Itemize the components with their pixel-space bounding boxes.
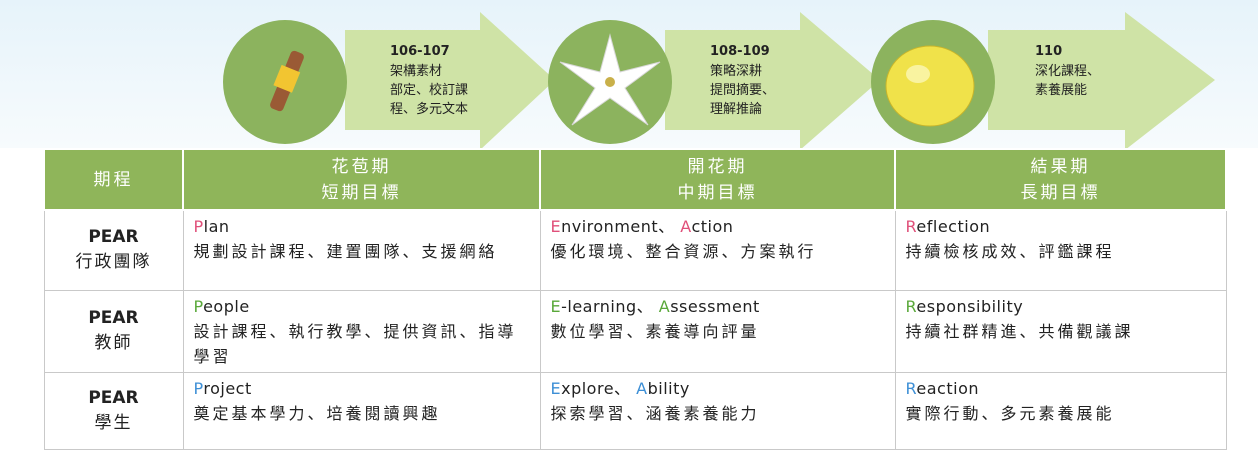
table-cell: People 設計課程、執行教學、提供資訊、指導學習 <box>182 289 541 373</box>
phase: 開花期 <box>687 156 748 177</box>
row-header: PEAR 教師 <box>43 289 184 373</box>
table-cell: Plan 規劃設計課程、建置團隊、支援網絡 <box>182 209 541 291</box>
header-label: 期程 <box>43 148 184 211</box>
cell-zh: 設計課程、執行教學、提供資訊、指導學習 <box>193 321 517 366</box>
arrow <box>988 12 1215 148</box>
table-row: PEAR 教師 People 設計課程、執行教學、提供資訊、指導學習 E-learnin… <box>43 289 1227 373</box>
row-role: 行政團隊 <box>75 252 152 273</box>
cell-zh: 探索學習、涵養素養能力 <box>550 403 760 423</box>
table-cell: Environment、 Action 優化環境、整合資源、方案執行 <box>539 209 896 291</box>
cell-zh: 規劃設計課程、建置團隊、支援網絡 <box>193 242 498 261</box>
cell-en: Reflection <box>905 217 991 236</box>
row-role: 學生 <box>94 412 133 433</box>
table-cell: Project 奠定基本學力、培養閱讀興趣 <box>182 371 541 450</box>
table-cell: Responsibility 持續社群精進、共備觀議課 <box>894 289 1227 373</box>
arrow <box>345 12 555 148</box>
phase: 花苞期 <box>331 156 392 177</box>
cell-en: Project <box>193 378 252 398</box>
bud-icon <box>270 50 304 112</box>
cell-en: Explore、 Ability <box>550 378 690 398</box>
table-cell: Reaction 實際行動、多元素養展能 <box>894 371 1227 450</box>
cell-zh: 奠定基本學力、培養閱讀興趣 <box>193 403 441 423</box>
header-row: 期程 花苞期短期目標 開花期中期目標 結果期長期目標 <box>43 148 1227 211</box>
stage-line: 部定、校訂課 <box>390 82 468 98</box>
goal: 長期目標 <box>1020 182 1101 203</box>
header-column: 花苞期 短期目標 <box>182 148 541 211</box>
stage-line: 策略深耕 <box>710 63 762 79</box>
arrow <box>665 12 880 148</box>
stage-years: 108-109 <box>710 44 770 59</box>
cell-zh: 持續社群精進、共備觀議課 <box>905 321 1134 341</box>
stage-line: 理解推論 <box>710 101 762 117</box>
stage-years: 106-107 <box>390 44 450 59</box>
cell-en: Responsibility <box>905 296 1024 316</box>
stage-line: 提問摘要、 <box>710 82 775 98</box>
row-group: PEAR <box>88 387 139 408</box>
stage-line: 程、多元文本 <box>390 101 468 117</box>
flower-icon <box>559 33 661 126</box>
stage-line: 架構素材 <box>390 64 442 79</box>
cell-en: People <box>193 296 250 316</box>
cell-zh: 持續檢核成效、評鑑課程 <box>905 242 1115 261</box>
row-group: PEAR <box>88 308 139 328</box>
table-row: PEAR 行政團隊 Plan 規劃設計課程、建置團隊、支援網絡 Environment、… <box>43 209 1227 291</box>
fruit-icon <box>885 45 975 127</box>
table-cell: Explore、 Ability 探索學習、涵養素養能力 <box>539 371 896 450</box>
arrows <box>345 12 1215 148</box>
table-row: PEAR 學生 Project 奠定基本學力、培養閱讀興趣 Explore、 Abili… <box>43 371 1227 450</box>
stage-line: 素養展能 <box>1035 82 1087 98</box>
row-header: PEAR 學生 <box>43 371 184 450</box>
row-group: PEAR <box>88 227 139 248</box>
cell-zh: 優化環境、整合資源、方案執行 <box>550 242 817 261</box>
cell-zh: 數位學習、素養導向評量 <box>550 321 760 341</box>
table-cell: Reflection 持續檢核成效、評鑑課程 <box>894 209 1227 291</box>
stage-line: 深化課程、 <box>1035 63 1100 79</box>
goal: 中期目標 <box>677 182 758 203</box>
cell-en: Reaction <box>905 378 979 398</box>
table-cell: E-learning、 Assessment 數位學習、素養導向評量 <box>539 289 896 373</box>
goal-table: 期程 花苞期短期目標 開花期中期目標 結果期長期目標 PEAR 行政團隊 Plan 規… <box>43 148 1227 450</box>
header-column: 開花期 中期目標 <box>539 148 896 211</box>
stage-years: 110 <box>1035 44 1062 59</box>
row-header: PEAR 行政團隊 <box>43 209 184 291</box>
row-role: 教師 <box>94 333 133 353</box>
goal: 短期目標 <box>321 182 402 203</box>
phase: 結果期 <box>1030 156 1091 177</box>
cell-en: Plan <box>193 217 230 236</box>
cell-en: Environment、 Action <box>550 217 734 236</box>
cell-zh: 實際行動、多元素養展能 <box>905 403 1115 423</box>
cell-en: E-learning、 Assessment <box>550 296 760 316</box>
header-column: 結果期 長期目標 <box>894 148 1227 211</box>
